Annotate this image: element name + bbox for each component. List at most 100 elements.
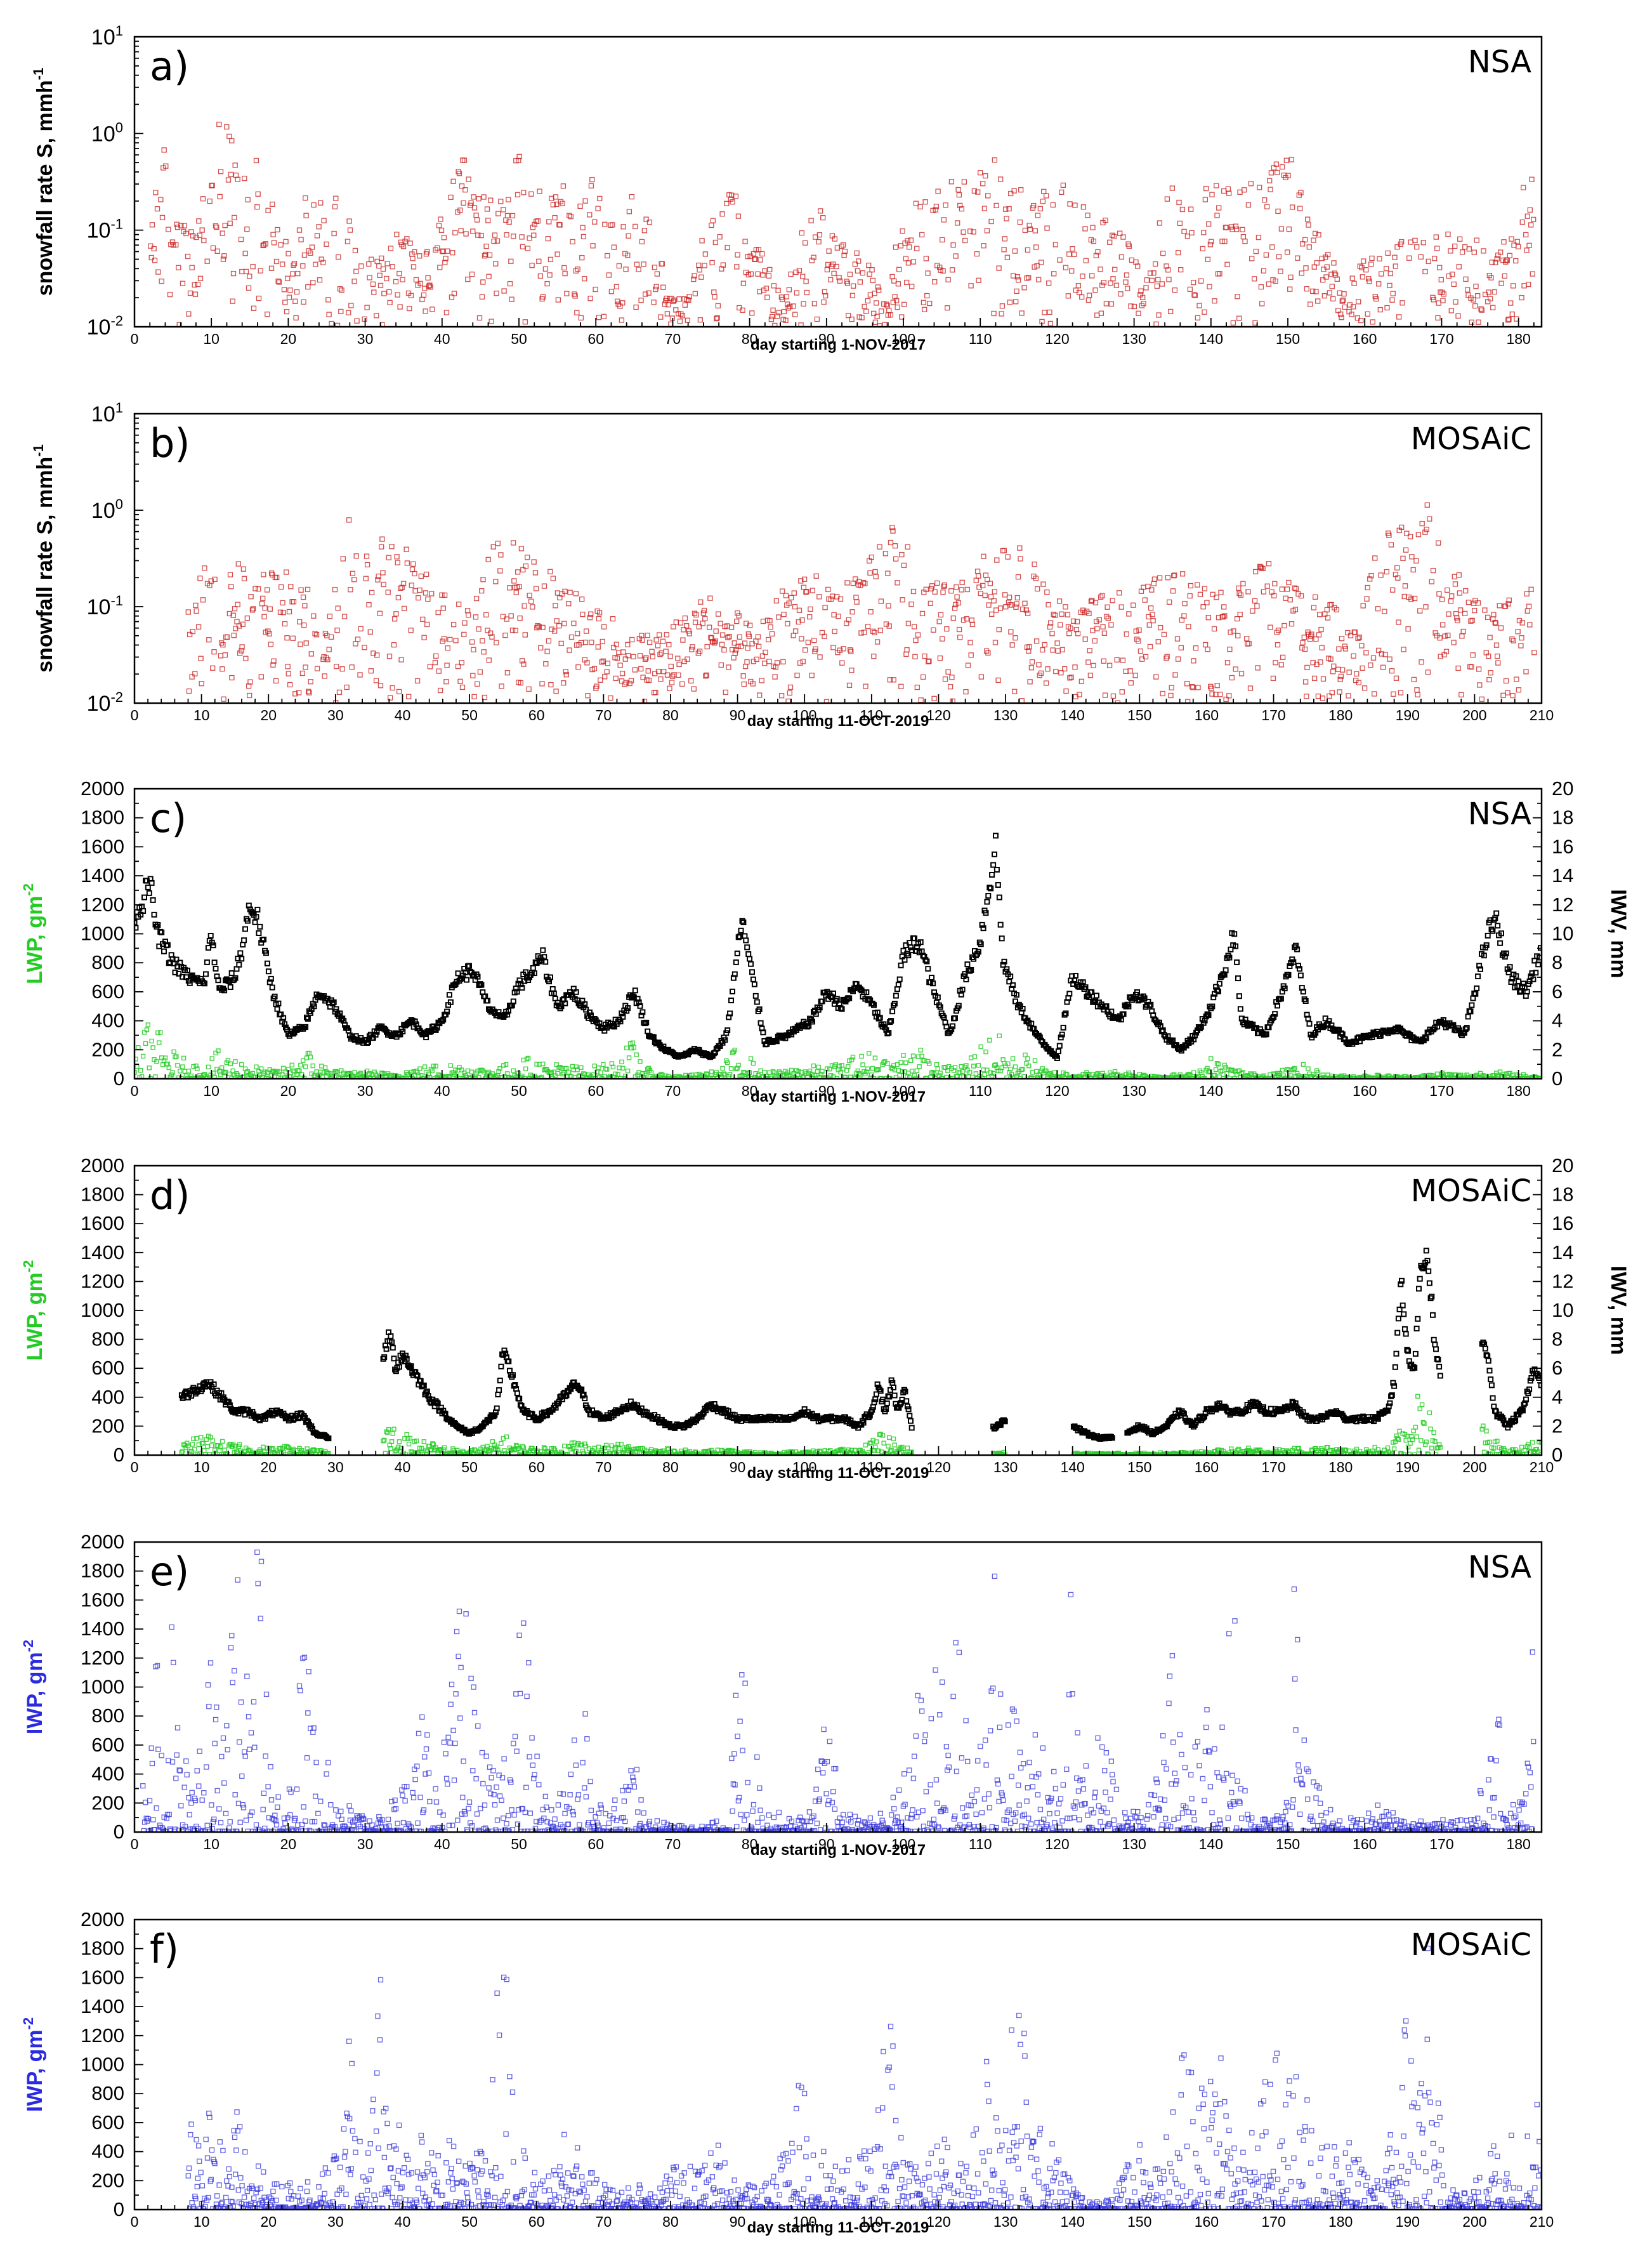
data-point xyxy=(491,238,497,244)
data-point xyxy=(643,216,649,222)
data-point xyxy=(712,294,718,300)
data-point xyxy=(226,1071,232,1077)
data-point xyxy=(407,1364,413,1371)
data-point xyxy=(715,303,721,309)
data-point xyxy=(887,1019,893,1025)
data-point xyxy=(903,1060,908,1065)
data-point xyxy=(746,633,752,639)
data-point xyxy=(493,261,499,267)
data-point xyxy=(653,286,659,293)
data-point xyxy=(750,681,756,687)
data-point xyxy=(1345,630,1351,636)
data-point xyxy=(936,619,942,624)
data-point xyxy=(688,678,694,684)
data-point xyxy=(947,684,954,690)
data-point xyxy=(724,1060,730,1065)
data-point xyxy=(204,258,210,264)
data-point xyxy=(1445,231,1451,237)
data-point xyxy=(846,1058,852,1064)
data-point xyxy=(228,584,234,590)
data-point xyxy=(1008,190,1014,197)
data-point xyxy=(1204,1011,1210,1017)
data-point xyxy=(197,576,203,581)
data-point xyxy=(994,1065,1000,1071)
data-point xyxy=(262,1069,268,1074)
data-point xyxy=(367,629,373,635)
data-point xyxy=(1305,216,1311,222)
data-point xyxy=(992,157,998,163)
data-point xyxy=(443,679,449,685)
data-point xyxy=(521,1057,526,1063)
data-point xyxy=(326,1071,332,1076)
data-point xyxy=(1216,1062,1221,1067)
data-point xyxy=(1516,687,1522,693)
data-point xyxy=(1060,1024,1066,1031)
data-point xyxy=(645,1028,651,1034)
data-point xyxy=(429,307,435,312)
x-tick-label: 210 xyxy=(1530,707,1554,723)
data-point xyxy=(514,989,520,995)
data-point xyxy=(595,206,601,211)
data-point xyxy=(1063,1071,1068,1077)
data-point xyxy=(1003,604,1009,610)
data-point xyxy=(839,243,844,249)
data-point xyxy=(963,977,969,982)
data-point xyxy=(566,1069,572,1075)
data-point xyxy=(788,271,794,277)
data-point xyxy=(443,310,450,315)
data-point xyxy=(441,235,447,241)
data-point xyxy=(1128,680,1134,686)
data-point xyxy=(796,607,803,613)
data-point xyxy=(1245,202,1252,208)
data-point xyxy=(604,669,610,675)
data-point xyxy=(1502,273,1507,279)
data-point xyxy=(298,237,304,242)
data-point xyxy=(241,576,247,581)
data-point xyxy=(582,640,589,645)
data-point xyxy=(613,284,620,289)
data-point xyxy=(1382,652,1388,657)
data-point xyxy=(274,574,280,581)
data-point xyxy=(412,570,417,577)
data-point xyxy=(272,1069,277,1075)
data-point xyxy=(1268,170,1275,176)
data-point xyxy=(308,679,313,685)
x-tick-label: 40 xyxy=(434,1083,450,1099)
data-point xyxy=(887,677,893,683)
data-point xyxy=(950,1023,956,1029)
data-point xyxy=(1063,1010,1069,1017)
data-point xyxy=(623,267,629,272)
data-point xyxy=(584,660,590,666)
data-point xyxy=(270,232,276,237)
data-point xyxy=(862,1069,867,1074)
data-point xyxy=(1195,315,1201,320)
data-point xyxy=(1443,649,1450,654)
data-point xyxy=(1188,583,1194,589)
data-point xyxy=(862,303,867,310)
data-point xyxy=(1094,1072,1099,1077)
data-point xyxy=(551,1069,556,1074)
data-point xyxy=(1361,258,1366,264)
data-point xyxy=(1342,646,1349,652)
data-point xyxy=(1305,1015,1311,1022)
data-point xyxy=(799,617,805,623)
data-point xyxy=(912,624,917,630)
x-tick-label: 80 xyxy=(742,331,758,347)
data-point xyxy=(212,576,218,583)
data-point xyxy=(817,654,823,660)
data-point xyxy=(691,273,697,279)
data-point xyxy=(311,1003,317,1010)
data-point xyxy=(1225,186,1231,192)
data-point xyxy=(1063,265,1069,270)
data-point xyxy=(297,619,303,624)
data-point xyxy=(1214,683,1220,689)
data-point xyxy=(280,1065,286,1071)
data-point xyxy=(1509,311,1515,317)
data-point xyxy=(754,656,759,663)
data-point xyxy=(905,953,912,959)
data-point xyxy=(1465,1013,1471,1020)
data-point xyxy=(834,263,839,270)
data-point xyxy=(1452,243,1458,249)
data-point xyxy=(1192,293,1198,298)
data-point xyxy=(1185,699,1191,703)
